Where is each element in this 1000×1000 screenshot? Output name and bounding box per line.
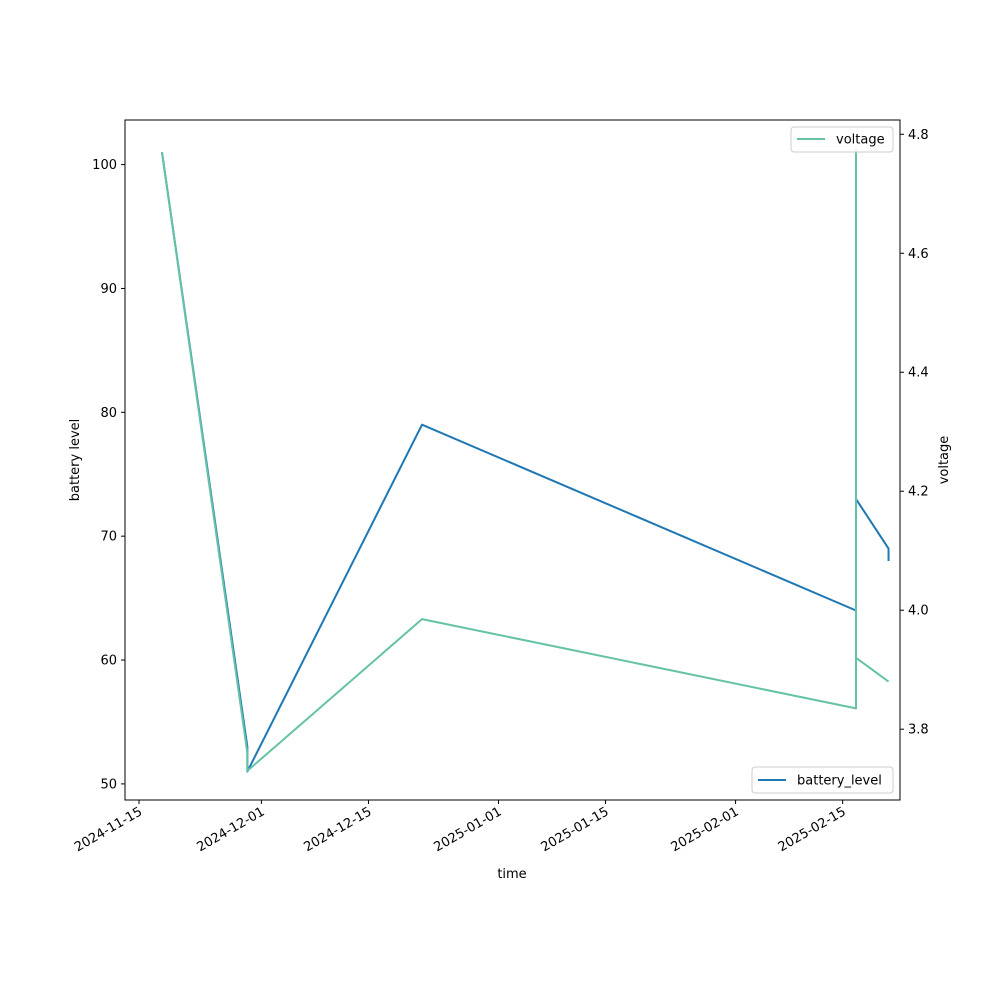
y-tick-label: 60 xyxy=(100,654,117,669)
x-axis-label: time xyxy=(497,867,526,882)
legend-voltage-label: voltage xyxy=(836,133,885,148)
legend-battery-level: battery_level xyxy=(751,766,894,794)
x-tick-label: 2024-12-01 xyxy=(194,804,267,855)
y-tick-label: 70 xyxy=(100,530,117,545)
y-axis-label-left: battery level xyxy=(68,419,83,502)
x-tick-label: 2025-02-01 xyxy=(669,804,742,855)
y2-tick-label: 4.4 xyxy=(908,366,929,381)
y2-tick-label: 4.6 xyxy=(908,247,929,262)
y-tick-label: 90 xyxy=(100,282,117,297)
y-tick-label: 80 xyxy=(100,406,117,421)
plot-frame xyxy=(124,119,901,801)
y-tick-label: 100 xyxy=(92,158,117,173)
y-axis-label-right: voltage xyxy=(937,436,952,485)
plot-lines xyxy=(160,148,890,773)
legend-voltage: voltage xyxy=(790,126,894,153)
x-tick-label: 2025-01-01 xyxy=(432,804,505,855)
y2-tick-label: 3.8 xyxy=(908,723,929,738)
x-tick-label: 2024-11-15 xyxy=(72,804,145,855)
y-axis-left: 50 60 70 80 90 100 xyxy=(92,158,125,792)
y-tick-label: 50 xyxy=(100,777,117,792)
x-axis: 2024-11-15 2024-12-01 2024-12-15 2025-01-01… xyxy=(72,800,849,855)
y2-tick-label: 4.2 xyxy=(908,485,929,500)
series-line-voltage xyxy=(160,148,890,772)
x-tick-label: 2025-01-15 xyxy=(539,804,612,855)
y2-tick-label: 4.8 xyxy=(908,128,929,143)
x-tick-label: 2025-02-15 xyxy=(776,804,849,855)
y2-tick-label: 4.0 xyxy=(908,604,929,619)
series-line-battery-level xyxy=(160,151,890,773)
legend-battery-level-label: battery_level xyxy=(797,774,882,789)
y-axis-right: 3.8 4.0 4.2 4.4 4.6 4.8 xyxy=(900,128,929,738)
x-tick-label: 2024-12-15 xyxy=(302,804,375,855)
